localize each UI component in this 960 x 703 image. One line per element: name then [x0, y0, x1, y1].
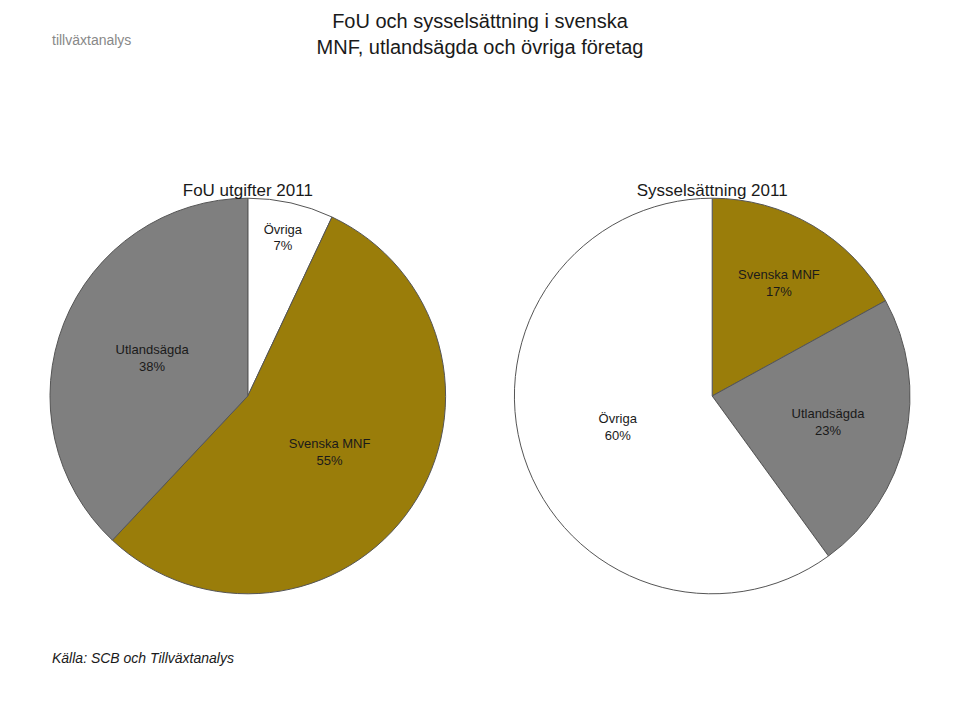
svg-text:Svenska MNF55%: Svenska MNF55% [289, 436, 371, 468]
svg-text:Övriga7%: Övriga7% [264, 222, 303, 254]
svg-text:Utlandsägda23%: Utlandsägda23% [792, 406, 866, 438]
svg-text:Sysselsättning 2011: Sysselsättning 2011 [637, 181, 788, 200]
svg-text:FoU och sysselsättning i svens: FoU och sysselsättning i svenskaMNF, utl… [317, 10, 644, 58]
svg-text:Källa: SCB och Tillväxtanalys: Källa: SCB och Tillväxtanalys [52, 650, 234, 666]
svg-text:Svenska MNF17%: Svenska MNF17% [738, 267, 820, 299]
svg-text:Utlandsägda38%: Utlandsägda38% [116, 342, 190, 374]
svg-text:Övriga60%: Övriga60% [599, 411, 638, 443]
svg-text:FoU utgifter 2011: FoU utgifter 2011 [183, 181, 313, 200]
svg-text:tillväxtanalys: tillväxtanalys [52, 32, 131, 48]
